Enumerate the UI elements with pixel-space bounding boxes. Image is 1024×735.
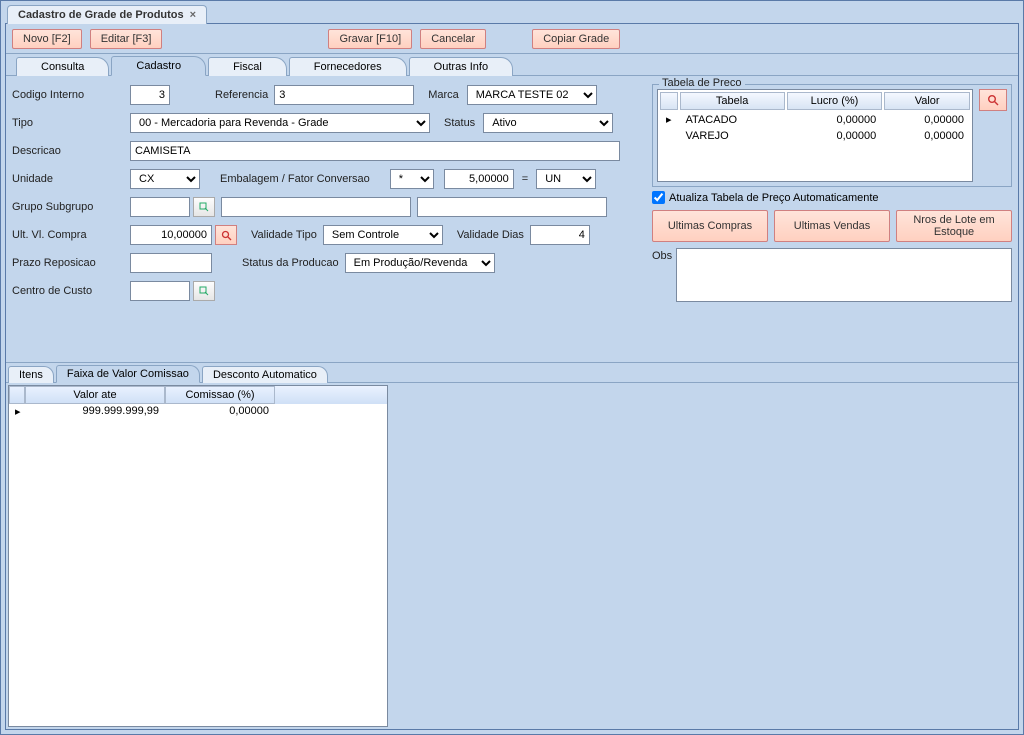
- preco-search-icon[interactable]: [979, 89, 1007, 111]
- col-lucro: Lucro (%): [787, 92, 883, 110]
- cancelar-button[interactable]: Cancelar: [420, 29, 486, 49]
- tab-fornecedores[interactable]: Fornecedores: [289, 57, 407, 76]
- col-tabela: Tabela: [680, 92, 785, 110]
- embalagem-fator-input[interactable]: [444, 169, 514, 189]
- cell-tabela: ATACADO: [680, 112, 785, 127]
- tab-cadastro[interactable]: Cadastro: [111, 56, 206, 76]
- sub-tab-itens[interactable]: Itens: [8, 366, 54, 383]
- form-left: Codigo Interno Referencia Marca MARCA TE…: [12, 84, 642, 308]
- tabela-preco-table: Tabela Lucro (%) Valor ▸ ATACADO 0,00000…: [657, 89, 973, 182]
- validade-tipo-select[interactable]: Sem Controle: [323, 225, 443, 245]
- ultimas-vendas-button[interactable]: Ultimas Vendas: [774, 210, 890, 242]
- window: Cadastro de Grade de Produtos × Novo [F2…: [0, 0, 1024, 735]
- descricao-label: Descricao: [12, 145, 130, 157]
- descricao-input[interactable]: [130, 141, 620, 161]
- cell-comissao: 0,00000: [165, 404, 275, 419]
- window-title-tab: Cadastro de Grade de Produtos ×: [7, 5, 207, 24]
- grupo-input[interactable]: [130, 197, 190, 217]
- atualiza-checkbox[interactable]: [652, 191, 665, 204]
- status-prod-select[interactable]: Em Produção/Revenda: [345, 253, 495, 273]
- window-title: Cadastro de Grade de Produtos: [18, 9, 184, 21]
- embalagem-op-select[interactable]: *: [390, 169, 434, 189]
- status-select[interactable]: Ativo: [483, 113, 613, 133]
- col-valor: Valor: [884, 92, 970, 110]
- form-right: Tabela de Preco Tabela Lucro (%) Valor ▸: [652, 84, 1012, 308]
- tab-fiscal[interactable]: Fiscal: [208, 57, 287, 76]
- atualiza-checkbox-row: Atualiza Tabela de Preço Automaticamente: [652, 191, 1012, 204]
- atualiza-label: Atualiza Tabela de Preço Automaticamente: [669, 192, 879, 204]
- marca-select[interactable]: MARCA TESTE 02: [467, 85, 597, 105]
- unidade-select[interactable]: CX: [130, 169, 200, 189]
- col-valor-ate: Valor ate: [25, 386, 165, 404]
- subgrupo-desc-input[interactable]: [417, 197, 607, 217]
- row-marker-header: [660, 92, 678, 110]
- obs-textarea[interactable]: [676, 248, 1012, 302]
- sub-tab-desconto[interactable]: Desconto Automatico: [202, 366, 328, 383]
- close-icon[interactable]: ×: [190, 9, 196, 21]
- ultvl-search-icon[interactable]: [215, 225, 237, 245]
- cell-tabela: VAREJO: [680, 129, 785, 143]
- prazo-label: Prazo Reposicao: [12, 257, 130, 269]
- grupo-label: Grupo Subgrupo: [12, 201, 130, 213]
- col-comissao: Comissao (%): [165, 386, 275, 404]
- nros-lote-button[interactable]: Nros de Lote em Estoque: [896, 210, 1012, 242]
- comissao-grid: Valor ate Comissao (%) ▸ 999.999.999,99 …: [8, 385, 388, 727]
- row-marker-icon: [660, 129, 678, 143]
- status-label: Status: [444, 117, 475, 129]
- marca-label: Marca: [428, 89, 459, 101]
- cell-valor-ate: 999.999.999,99: [25, 404, 165, 419]
- sub-tabs: Itens Faixa de Valor Comissao Desconto A…: [6, 363, 1018, 383]
- main-tabs: Consulta Cadastro Fiscal Fornecedores Ou…: [6, 54, 1018, 76]
- tabela-preco-title: Tabela de Preco: [659, 77, 745, 89]
- ultimas-compras-button[interactable]: Ultimas Compras: [652, 210, 768, 242]
- validade-dias-label: Validade Dias: [457, 229, 524, 241]
- row-marker-icon: ▸: [9, 404, 25, 419]
- embalagem-label: Embalagem / Fator Conversao: [220, 173, 370, 185]
- toolbar: Novo [F2] Editar [F3] Gravar [F10] Cance…: [6, 24, 1018, 54]
- codigo-input[interactable]: [130, 85, 170, 105]
- grupo-desc-input[interactable]: [221, 197, 411, 217]
- tab-outras-info[interactable]: Outras Info: [409, 57, 513, 76]
- ultvl-label: Ult. Vl. Compra: [12, 229, 130, 241]
- centro-input[interactable]: [130, 281, 190, 301]
- ultvl-input[interactable]: [130, 225, 212, 245]
- grupo-lookup-icon[interactable]: [193, 197, 215, 217]
- tab-consulta[interactable]: Consulta: [16, 57, 109, 76]
- tabela-preco-fieldset: Tabela de Preco Tabela Lucro (%) Valor ▸: [652, 84, 1012, 187]
- cell-lucro: 0,00000: [787, 129, 883, 143]
- obs-label: Obs: [652, 248, 672, 302]
- editar-button[interactable]: Editar [F3]: [90, 29, 163, 49]
- form-area: Codigo Interno Referencia Marca MARCA TE…: [6, 76, 1018, 316]
- centro-lookup-icon[interactable]: [193, 281, 215, 301]
- row-marker-header: [9, 386, 25, 404]
- cell-lucro: 0,00000: [787, 112, 883, 127]
- bottom-area: Itens Faixa de Valor Comissao Desconto A…: [6, 362, 1018, 729]
- referencia-label: Referencia: [215, 89, 268, 101]
- embalagem-eq: =: [522, 173, 528, 185]
- codigo-label: Codigo Interno: [12, 89, 130, 101]
- row-marker-icon: ▸: [660, 112, 678, 127]
- table-row[interactable]: VAREJO 0,00000 0,00000: [660, 129, 970, 143]
- window-body: Novo [F2] Editar [F3] Gravar [F10] Cance…: [5, 23, 1019, 730]
- table-empty: [660, 145, 970, 179]
- referencia-input[interactable]: [274, 85, 414, 105]
- table-row[interactable]: ▸ ATACADO 0,00000 0,00000: [660, 112, 970, 127]
- sub-tab-faixa[interactable]: Faixa de Valor Comissao: [56, 365, 200, 383]
- cell-valor: 0,00000: [884, 112, 970, 127]
- novo-button[interactable]: Novo [F2]: [12, 29, 82, 49]
- tipo-select[interactable]: 00 - Mercadoria para Revenda - Grade: [130, 113, 430, 133]
- prazo-input[interactable]: [130, 253, 212, 273]
- status-prod-label: Status da Producao: [242, 257, 339, 269]
- centro-label: Centro de Custo: [12, 285, 130, 297]
- validade-dias-input[interactable]: [530, 225, 590, 245]
- gravar-button[interactable]: Gravar [F10]: [328, 29, 412, 49]
- validade-tipo-label: Validade Tipo: [251, 229, 317, 241]
- copiar-grade-button[interactable]: Copiar Grade: [532, 29, 620, 49]
- tipo-label: Tipo: [12, 117, 130, 129]
- table-row[interactable]: ▸ 999.999.999,99 0,00000: [9, 404, 387, 419]
- unidade-label: Unidade: [12, 173, 130, 185]
- cell-valor: 0,00000: [884, 129, 970, 143]
- embalagem-un-select[interactable]: UN: [536, 169, 596, 189]
